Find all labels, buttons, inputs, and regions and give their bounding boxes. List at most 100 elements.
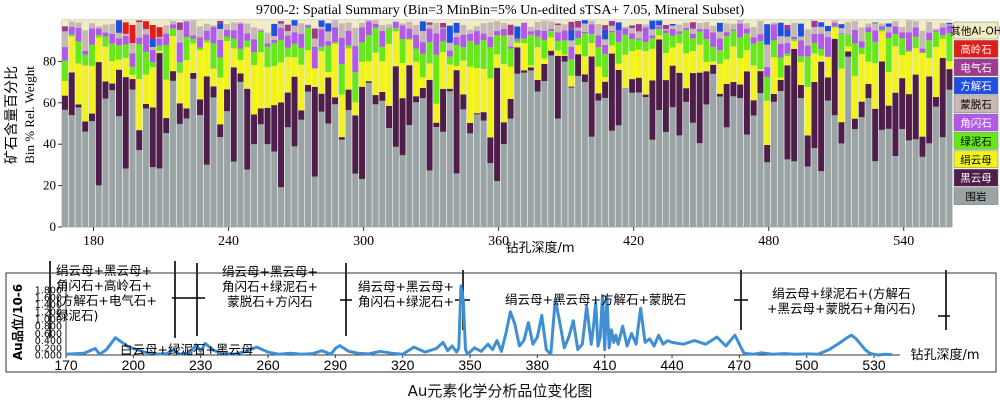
top-bar-segment [62, 95, 68, 110]
bottom-x-tick-label: 440 [660, 357, 684, 373]
top-bar-segment [156, 37, 163, 39]
top-bar-segment [791, 48, 798, 162]
top-bar-segment [885, 20, 892, 24]
top-bar-segment [804, 20, 811, 30]
top-bar-segment [291, 57, 298, 77]
top-bar-segment [737, 84, 744, 99]
top-bar-segment [818, 22, 825, 27]
top-bar-segment [703, 71, 710, 105]
top-bar-segment [251, 144, 257, 227]
top-bar-segment [602, 44, 609, 55]
top-bar-segment [939, 20, 946, 24]
top-bar-segment [122, 35, 129, 45]
top-bar [831, 20, 838, 227]
top-bar-segment [89, 44, 95, 66]
top-bar-segment [926, 40, 933, 58]
top-bar [642, 20, 649, 227]
top-bar-segment [352, 173, 359, 227]
top-bar [615, 20, 622, 227]
top-bar-segment [109, 90, 116, 227]
top-bar [399, 20, 406, 227]
top-bar-segment [224, 20, 230, 25]
top-bar-segment [156, 27, 163, 38]
top-bar-segment [345, 45, 352, 49]
top-bar [338, 20, 345, 227]
top-bar-segment [622, 26, 629, 29]
top-bar-segment [851, 75, 858, 119]
top-bar-segment [433, 20, 440, 23]
top-bar [278, 20, 285, 227]
top-bar-segment [669, 65, 676, 108]
top-bar-segment [109, 61, 116, 84]
top-bar-segment [129, 66, 136, 75]
top-bar-segment [905, 94, 912, 141]
top-bar-segment [811, 33, 818, 43]
bottom-x-tick-label: 350 [458, 357, 482, 373]
top-bar-segment [399, 23, 406, 26]
top-bar-segment [824, 100, 831, 227]
zone-5-text: 绢云母+绿泥石+(方解石 +黑云母+蒙脱石+角闪石) [767, 286, 916, 316]
top-bar-segment [298, 64, 305, 111]
top-bar-segment [892, 33, 899, 47]
bottom-y-tick-label: 1.600 [35, 293, 62, 304]
top-bar-segment [494, 21, 501, 31]
top-bar-segment [82, 121, 89, 132]
top-bar-segment [163, 33, 170, 45]
top-bar-segment [217, 20, 224, 24]
top-bar-segment [649, 139, 656, 227]
top-bar-segment [325, 72, 332, 78]
top-bar-segment [190, 38, 197, 44]
top-bar-segment [305, 27, 312, 51]
top-bar-segment [338, 94, 345, 138]
top-bar-segment [386, 29, 393, 44]
top-bar-segment [757, 71, 764, 94]
top-bar-segment [257, 108, 264, 125]
top-bar-segment [669, 47, 676, 66]
top-bar-segment [318, 111, 325, 227]
top-bar-segment [284, 127, 291, 227]
top-bar-segment [359, 42, 366, 62]
top-bar-segment [831, 115, 838, 227]
top-bar [257, 20, 264, 227]
top-bar-segment [750, 37, 757, 44]
top-bar [818, 20, 825, 227]
top-bar-segment [332, 104, 339, 227]
zone-boundary-3 [172, 263, 205, 336]
top-bar-segment [649, 20, 656, 21]
top-bar [946, 20, 953, 227]
top-bar-segment [892, 92, 899, 157]
top-bar-segment [683, 101, 690, 227]
top-bar-segment [197, 47, 203, 51]
top-bar-segment [757, 41, 764, 70]
top-bar-segment [932, 20, 939, 30]
top-bar-segment [345, 48, 352, 90]
top-bar-segment [413, 24, 420, 35]
top-bar-segment [608, 20, 615, 21]
top-bar [197, 20, 203, 227]
top-bar-segment [284, 20, 291, 25]
top-bar-segment [946, 24, 953, 26]
top-bar-segment [703, 29, 710, 40]
top-bar-segment [946, 22, 953, 25]
top-bar-segment [426, 170, 433, 227]
top-bar-segment [885, 128, 892, 227]
top-bar-segment [845, 46, 852, 52]
top-bar-segment [629, 20, 636, 26]
top-bar-segment [818, 171, 825, 227]
top-bar [413, 20, 420, 227]
legend-swatch [953, 113, 999, 132]
top-bar-segment [440, 41, 447, 53]
top-bar [176, 20, 183, 227]
top-bar-segment [257, 52, 264, 109]
top-bar-segment [554, 55, 561, 119]
top-bar-segment [595, 100, 602, 227]
top-bar-segment [156, 53, 163, 169]
top-bar-segment [784, 36, 791, 44]
top-bar-segment [89, 28, 95, 45]
top-bar-segment [197, 115, 203, 227]
top-bar-segment [939, 38, 946, 58]
top-bar-segment [696, 143, 703, 227]
top-bar-segment [710, 25, 717, 33]
top-bar-segment [95, 35, 102, 38]
